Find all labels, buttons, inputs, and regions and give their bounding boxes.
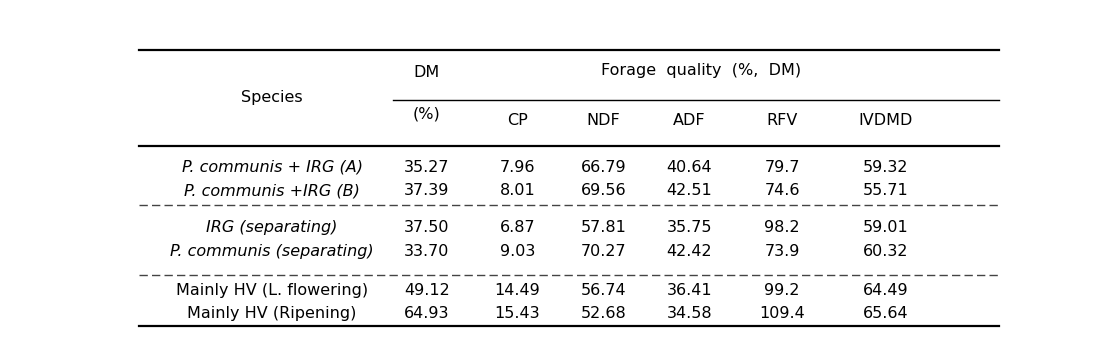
Text: ADF: ADF: [673, 113, 706, 128]
Text: 70.27: 70.27: [581, 244, 626, 259]
Text: (%): (%): [413, 107, 441, 121]
Text: 42.42: 42.42: [666, 244, 713, 259]
Text: 33.70: 33.70: [404, 244, 450, 259]
Text: DM: DM: [414, 65, 440, 80]
Text: CP: CP: [507, 113, 527, 128]
Text: 66.79: 66.79: [581, 159, 626, 175]
Text: IRG (separating): IRG (separating): [206, 220, 337, 235]
Text: Species: Species: [241, 90, 303, 105]
Text: Mainly HV (L. flowering): Mainly HV (L. flowering): [176, 283, 369, 298]
Text: 35.75: 35.75: [667, 220, 712, 235]
Text: NDF: NDF: [586, 113, 620, 128]
Text: 64.93: 64.93: [404, 306, 450, 321]
Text: Forage  quality  (%,  DM): Forage quality (%, DM): [602, 63, 801, 78]
Text: 57.81: 57.81: [581, 220, 626, 235]
Text: 37.39: 37.39: [404, 184, 450, 198]
Text: 109.4: 109.4: [759, 306, 805, 321]
Text: 8.01: 8.01: [500, 184, 535, 198]
Text: 7.96: 7.96: [500, 159, 535, 175]
Text: 98.2: 98.2: [765, 220, 800, 235]
Text: 52.68: 52.68: [581, 306, 626, 321]
Text: 99.2: 99.2: [765, 283, 800, 298]
Text: RFV: RFV: [767, 113, 798, 128]
Text: 64.49: 64.49: [862, 283, 908, 298]
Text: 59.01: 59.01: [862, 220, 908, 235]
Text: 15.43: 15.43: [494, 306, 541, 321]
Text: 60.32: 60.32: [862, 244, 908, 259]
Text: P. communis + IRG (A): P. communis + IRG (A): [182, 159, 363, 175]
Text: Mainly HV (Ripening): Mainly HV (Ripening): [188, 306, 356, 321]
Text: 6.87: 6.87: [500, 220, 535, 235]
Text: 42.51: 42.51: [666, 184, 713, 198]
Text: 69.56: 69.56: [581, 184, 626, 198]
Text: 14.49: 14.49: [494, 283, 541, 298]
Text: 59.32: 59.32: [862, 159, 908, 175]
Text: 9.03: 9.03: [500, 244, 535, 259]
Text: 37.50: 37.50: [404, 220, 450, 235]
Text: 40.64: 40.64: [666, 159, 713, 175]
Text: 55.71: 55.71: [862, 184, 908, 198]
Text: 56.74: 56.74: [581, 283, 626, 298]
Text: P. communis (separating): P. communis (separating): [170, 244, 374, 259]
Text: IVDMD: IVDMD: [858, 113, 912, 128]
Text: 79.7: 79.7: [765, 159, 800, 175]
Text: 73.9: 73.9: [765, 244, 800, 259]
Text: 65.64: 65.64: [862, 306, 908, 321]
Text: 74.6: 74.6: [765, 184, 800, 198]
Text: P. communis +IRG (B): P. communis +IRG (B): [184, 184, 360, 198]
Text: 34.58: 34.58: [666, 306, 713, 321]
Text: 49.12: 49.12: [404, 283, 450, 298]
Text: 35.27: 35.27: [404, 159, 450, 175]
Text: 36.41: 36.41: [666, 283, 713, 298]
